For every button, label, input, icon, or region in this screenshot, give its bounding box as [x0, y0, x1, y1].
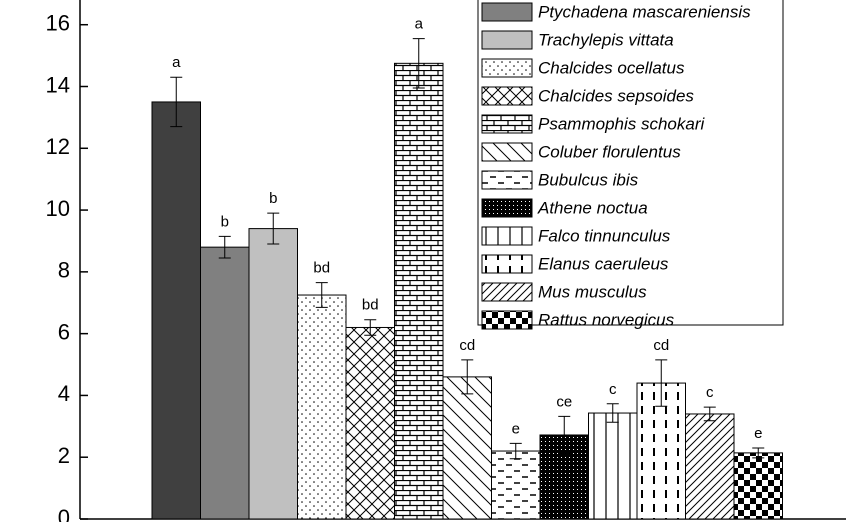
- significance-letter: b: [269, 190, 277, 207]
- error-bar: [170, 76, 183, 128]
- y-tick-label: 6: [58, 319, 70, 344]
- legend-swatch: [481, 198, 533, 218]
- legend-label: Trachylepis vittata: [538, 30, 674, 49]
- y-tick-label: 8: [58, 258, 70, 283]
- legend-swatch: [481, 254, 533, 274]
- significance-letter: cd: [653, 337, 669, 354]
- significance-letter: bd: [362, 297, 379, 314]
- bar: [297, 294, 347, 520]
- error-bar: [606, 403, 619, 423]
- legend-label: Chalcides sepsoides: [538, 86, 694, 105]
- y-tick-label: 16: [46, 11, 70, 36]
- error-bar: [315, 282, 328, 308]
- legend-swatch: [481, 58, 533, 78]
- legend-swatch: [481, 226, 533, 246]
- significance-letter: cd: [459, 337, 475, 354]
- y-tick-label: 14: [46, 72, 70, 97]
- legend-label: Chalcides ocellatus: [538, 58, 685, 77]
- significance-letter: a: [172, 54, 181, 71]
- legend-label: Athene noctua: [537, 198, 648, 217]
- legend-swatch: [481, 114, 533, 134]
- error-bar: [558, 415, 571, 455]
- bar: [491, 450, 541, 520]
- error-bar: [752, 447, 765, 459]
- legend-swatch: [481, 142, 533, 162]
- y-tick-label: 4: [58, 381, 70, 406]
- y-tick-label: 10: [46, 196, 70, 221]
- bar: [345, 326, 395, 520]
- legend-swatch: [481, 310, 533, 330]
- significance-letter: b: [221, 213, 229, 230]
- legend-label: Ptychadena mascareniensis: [538, 2, 751, 21]
- bar: [200, 246, 250, 520]
- legend-label: Elanus caeruleus: [538, 254, 669, 273]
- bar: [685, 413, 735, 520]
- significance-letter: a: [415, 16, 424, 33]
- error-bar: [267, 212, 280, 245]
- error-bar: [364, 319, 377, 336]
- legend-swatch: [481, 30, 533, 50]
- y-tick-label: 2: [58, 443, 70, 468]
- bar: [248, 228, 298, 520]
- legend-label: Rattus norvegicus: [538, 310, 675, 329]
- significance-letter: bd: [313, 260, 330, 277]
- significance-letter: c: [706, 384, 714, 401]
- bar: [151, 101, 201, 520]
- significance-letter: e: [754, 425, 762, 442]
- error-bar: [703, 406, 716, 422]
- bar: [442, 376, 492, 520]
- error-bar: [461, 359, 474, 395]
- legend-label: Coluber florulentus: [538, 142, 681, 161]
- error-bar: [218, 235, 231, 259]
- legend-swatch: [481, 86, 533, 106]
- legend-label: Psammophis schokari: [538, 114, 706, 133]
- y-tick-label: 0: [58, 505, 70, 522]
- legend-swatch: [481, 282, 533, 302]
- legend-swatch: [481, 2, 533, 22]
- bar: [588, 412, 638, 520]
- legend-swatch: [481, 170, 533, 190]
- significance-letter: c: [609, 381, 617, 398]
- legend-label: Mus musculus: [538, 282, 647, 301]
- bar: [394, 62, 444, 520]
- legend-label: Falco tinnunculus: [538, 226, 671, 245]
- error-bar: [412, 38, 425, 89]
- legend-label: Bubulcus ibis: [538, 170, 639, 189]
- error-bar: [509, 442, 522, 460]
- significance-letter: e: [512, 420, 520, 437]
- significance-letter: ce: [556, 393, 572, 410]
- error-bar: [655, 359, 668, 407]
- y-tick-label: 12: [46, 134, 70, 159]
- bar: [733, 452, 783, 520]
